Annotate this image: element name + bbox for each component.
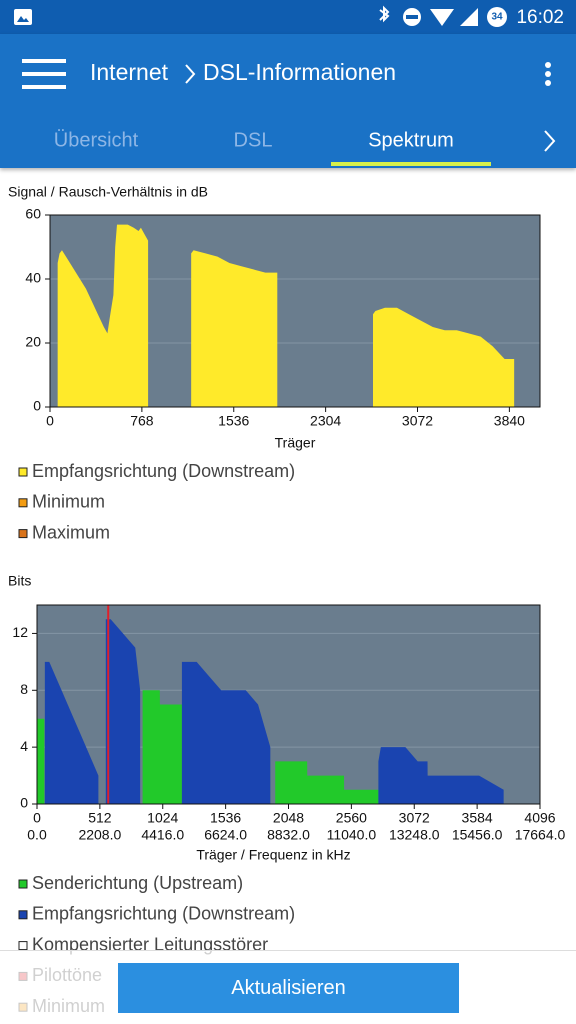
battery-level: 34 (491, 12, 503, 23)
x-tick-freq: 0.0 (27, 827, 47, 843)
x-tick-label: 1536 (218, 413, 249, 429)
legend-label: Minimum (32, 492, 105, 512)
y-tick-label: 40 (25, 270, 41, 286)
y-tick-label: 0 (20, 795, 28, 811)
overflow-menu[interactable] (545, 62, 551, 86)
clock: 16:02 (516, 7, 564, 28)
y-tick-label: 0 (33, 398, 41, 414)
legend-label: Maximum (32, 522, 110, 542)
status-bar: 34 16:02 (0, 0, 576, 34)
app-bar: Internet DSL-Informationen Übersicht DSL S… (0, 34, 576, 168)
x-tick-label: 3584 (462, 810, 493, 826)
wifi-icon (430, 9, 454, 26)
x-axis-label: Träger (275, 435, 316, 451)
x-tick-freq: 4416.0 (141, 827, 184, 843)
x-tick-label: 2560 (336, 810, 367, 826)
x-tick-label: 1024 (147, 810, 178, 826)
area (57, 224, 515, 407)
legend-swatch (18, 941, 28, 951)
legend-swatch (18, 498, 28, 508)
x-axis-label: Träger / Frequenz in kHz (196, 847, 350, 863)
x-tick-label: 2048 (273, 810, 304, 826)
legend-swatch (18, 910, 28, 920)
x-tick-label: 3072 (399, 810, 430, 826)
x-tick-freq: 17664.0 (515, 827, 566, 843)
x-tick-label: 512 (88, 810, 112, 826)
breadcrumb-parent[interactable]: Internet (90, 59, 169, 85)
refresh-button[interactable]: Aktualisieren (118, 963, 459, 1013)
bluetooth-icon (379, 5, 390, 23)
x-tick-freq: 8832.0 (267, 827, 310, 843)
plot-frame (49, 214, 541, 408)
status-icons: 34 16:02 (14, 5, 564, 28)
tab-indicator (331, 162, 491, 166)
tab[interactable]: Spektrum (368, 129, 454, 151)
y-tick-label: 20 (25, 334, 41, 350)
breadcrumb-chevron (185, 64, 196, 84)
x-tick-freq: 2208.0 (78, 827, 121, 843)
tabs-next[interactable] (544, 130, 556, 152)
x-tick-label: 0 (46, 413, 54, 429)
chart-title: Signal / Rausch-Verhältnis in dB (8, 184, 208, 200)
menu-button[interactable] (22, 59, 66, 89)
y-tick-label: 4 (20, 738, 28, 754)
legend-swatch (18, 467, 28, 477)
legend-swatch (18, 529, 28, 539)
x-tick-label: 768 (130, 413, 154, 429)
x-tick-label: 4096 (524, 810, 555, 826)
legend-swatch (18, 879, 28, 889)
x-tick-freq: 6624.0 (204, 827, 247, 843)
chart-title: Bits (8, 573, 31, 589)
battery-icon (487, 7, 507, 27)
x-tick-label: 3072 (402, 413, 433, 429)
area (37, 690, 379, 804)
x-tick-label: 2304 (310, 413, 341, 429)
y-tick-label: 8 (20, 681, 28, 697)
x-tick-freq: 15456.0 (452, 827, 503, 843)
tab[interactable]: Übersicht (54, 129, 139, 151)
page-title: DSL-Informationen (203, 59, 396, 85)
signal-icon (460, 8, 478, 26)
legend-label: Senderichtung (Upstream) (32, 873, 243, 893)
x-tick-label: 0 (33, 810, 41, 826)
x-tick-label: 3840 (494, 413, 525, 429)
legend-label: Kompensierter Leitungsstörer (32, 934, 268, 954)
legend-label: Empfangsrichtung (Downstream) (32, 904, 295, 924)
x-tick-label: 1536 (210, 810, 241, 826)
area (44, 619, 504, 804)
x-tick-freq: 11040.0 (327, 827, 377, 843)
x-tick-freq: 13248.0 (389, 827, 440, 843)
y-tick-label: 12 (12, 624, 28, 640)
tab[interactable]: DSL (234, 129, 273, 151)
app-bar-content: Internet DSL-Informationen Übersicht DSL S… (22, 59, 556, 166)
legend-label: Empfangsrichtung (Downstream) (32, 461, 295, 481)
y-tick-label: 60 (25, 206, 41, 222)
